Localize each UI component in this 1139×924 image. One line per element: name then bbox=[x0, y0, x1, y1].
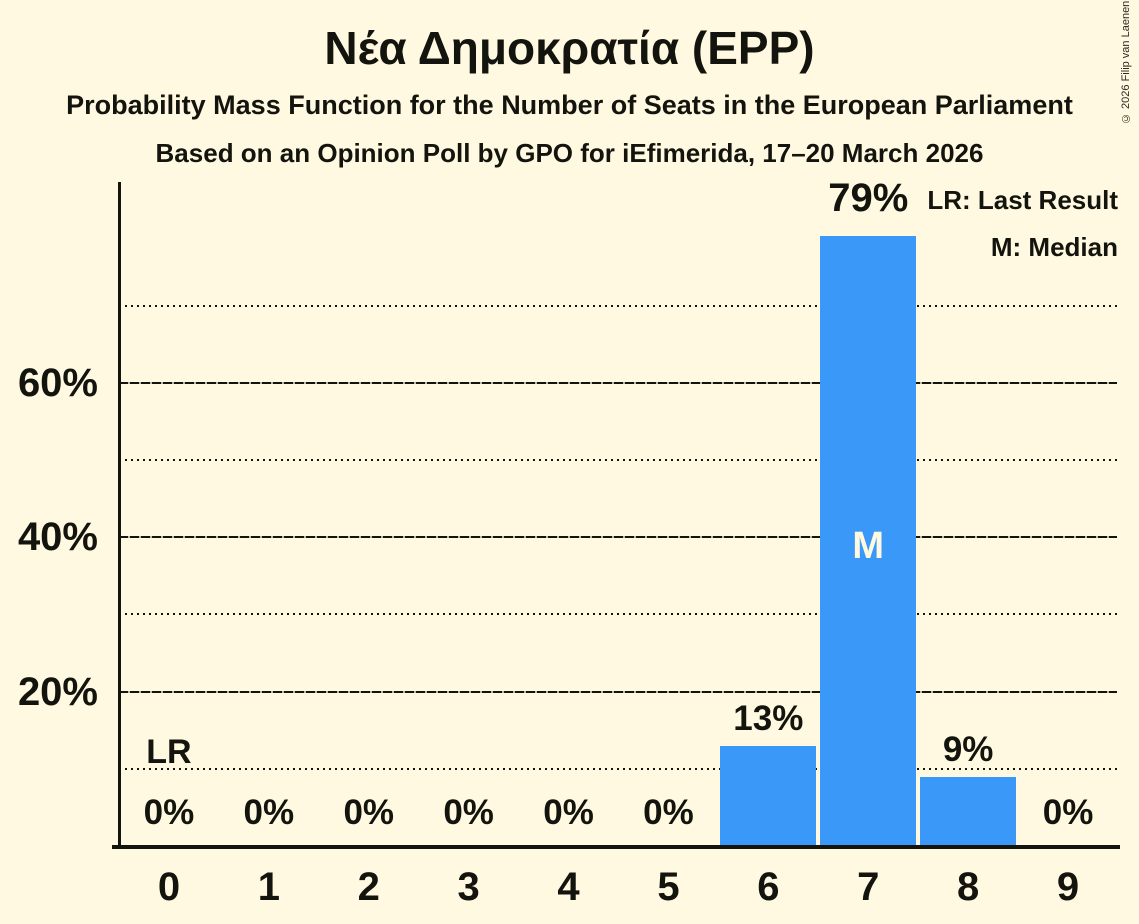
x-tick-0: 0 bbox=[157, 865, 181, 909]
x-tick-9: 9 bbox=[1056, 865, 1080, 909]
y-tick-60pct: 60% bbox=[17, 360, 98, 405]
bar-seat-8 bbox=[920, 776, 1017, 846]
last-result-marker: LR bbox=[146, 732, 192, 771]
bar-value-label-5: 0% bbox=[643, 793, 694, 832]
bar-seat-7 bbox=[820, 236, 917, 846]
x-tick-4: 4 bbox=[557, 865, 580, 909]
bar-value-label-4: 0% bbox=[543, 793, 594, 832]
bar-value-label-3: 0% bbox=[443, 793, 494, 832]
gridline-dotted-30pct bbox=[119, 613, 1117, 616]
gridline-solid-40pct bbox=[119, 536, 1117, 539]
x-tick-5: 5 bbox=[657, 865, 680, 909]
x-tick-7: 7 bbox=[857, 865, 880, 909]
bar-value-label-0: 0% bbox=[143, 793, 195, 832]
bar-value-label-7: 79% bbox=[828, 176, 909, 221]
bar-value-label-8: 9% bbox=[942, 729, 994, 769]
gridline-solid-20pct bbox=[119, 690, 1117, 693]
x-tick-6: 6 bbox=[757, 865, 780, 909]
bar-value-label-6: 13% bbox=[733, 698, 804, 738]
poll-source-line: Based on an Opinion Poll by GPO for iEfi… bbox=[155, 138, 984, 168]
x-tick-8: 8 bbox=[957, 865, 980, 909]
y-axis-line bbox=[118, 182, 121, 849]
bar-value-label-1: 0% bbox=[243, 793, 295, 832]
gridline-solid-60pct bbox=[119, 381, 1117, 384]
chart-subtitle: Probability Mass Function for the Number… bbox=[66, 90, 1073, 120]
x-axis-line bbox=[112, 845, 1120, 849]
y-tick-40pct: 40% bbox=[17, 515, 98, 560]
x-tick-3: 3 bbox=[457, 865, 480, 909]
legend-median: M: Median bbox=[990, 232, 1118, 262]
median-marker: M bbox=[852, 525, 885, 568]
legend-last-result: LR: Last Result bbox=[927, 185, 1118, 215]
y-tick-20pct: 20% bbox=[17, 669, 98, 714]
bar-value-label-2: 0% bbox=[343, 793, 395, 832]
gridline-dotted-70pct bbox=[119, 304, 1117, 307]
bar-value-label-9: 0% bbox=[1042, 793, 1094, 832]
gridline-dotted-10pct bbox=[119, 767, 1117, 770]
chart-title: Νέα Δημοκρατία (EPP) bbox=[324, 22, 815, 74]
x-tick-1: 1 bbox=[257, 865, 280, 909]
gridline-dotted-50pct bbox=[119, 459, 1117, 461]
x-tick-2: 2 bbox=[357, 865, 380, 909]
bar-seat-6 bbox=[720, 745, 817, 846]
